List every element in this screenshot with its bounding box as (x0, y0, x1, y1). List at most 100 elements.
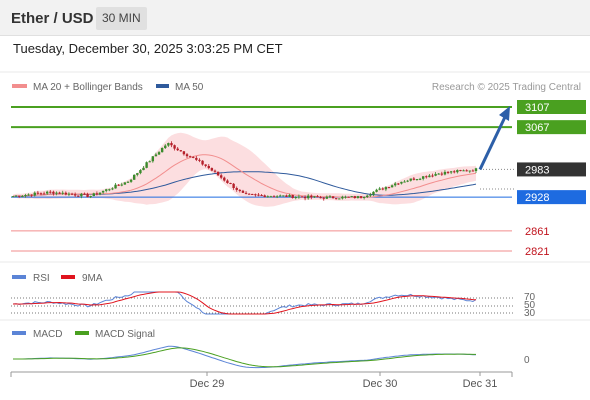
candle (313, 196, 316, 198)
candle (409, 178, 412, 182)
candle (52, 190, 55, 196)
candle (33, 191, 36, 197)
candle (272, 195, 276, 198)
candle (55, 191, 58, 196)
candle (421, 176, 425, 181)
rsi-legend-label: RSI (33, 273, 50, 284)
ma20-legend-swatch (12, 84, 27, 88)
candle (117, 184, 120, 186)
ma50-legend-label: MA 50 (175, 82, 204, 93)
candle (170, 141, 173, 148)
candle (291, 194, 294, 199)
candle (139, 169, 142, 175)
pivot-label: 2928 (525, 192, 549, 204)
candle (359, 195, 363, 199)
candle (61, 190, 64, 195)
candle (254, 193, 257, 197)
candle (307, 193, 310, 200)
candle (111, 187, 114, 191)
bollinger-band-area (13, 132, 476, 207)
candle (310, 194, 313, 200)
candle (372, 191, 375, 197)
candle (260, 193, 263, 197)
candle (353, 195, 357, 199)
candle (179, 149, 182, 152)
ma9-legend-label: 9MA (82, 273, 103, 284)
macd-legend-label: MACD (33, 329, 62, 340)
candle (101, 190, 105, 194)
candle (415, 178, 419, 181)
candle (173, 144, 176, 151)
candle (223, 176, 226, 182)
candle (89, 195, 92, 199)
x-tick-label: Dec 30 (363, 378, 398, 390)
rsi-level-50: 50 (524, 300, 536, 311)
candle (192, 156, 195, 159)
last-price-label: 2983 (525, 164, 549, 176)
candle (412, 177, 416, 181)
candle (27, 193, 30, 196)
candle (247, 193, 251, 195)
support-1-label: 2861 (525, 226, 549, 238)
candle (275, 195, 279, 199)
candle (235, 186, 238, 192)
ma20-legend-label: MA 20 + Bollinger Bands (33, 82, 143, 93)
candle (64, 191, 68, 196)
candle (390, 184, 394, 188)
candle (238, 189, 242, 193)
candle (70, 192, 74, 196)
candle (216, 171, 220, 177)
candle (42, 191, 46, 195)
candle (77, 195, 80, 197)
rsi-level-30: 30 (524, 308, 536, 319)
rsi-level-70: 70 (524, 292, 536, 303)
candle (232, 183, 235, 190)
candle (95, 191, 99, 196)
candle (397, 183, 400, 186)
forecast-arrow-head (499, 106, 510, 121)
candle (185, 153, 189, 159)
candle (279, 194, 282, 197)
candle (369, 192, 372, 198)
resistance-2-label-box (517, 100, 586, 114)
candle (303, 195, 307, 201)
candle (394, 181, 397, 187)
candle (449, 170, 453, 175)
candle (316, 194, 319, 198)
candle (300, 196, 304, 198)
candle (356, 195, 360, 199)
candle (142, 166, 145, 171)
timeframe-selector[interactable]: 30 MIN (96, 7, 147, 30)
macd-signal-legend-swatch (75, 331, 89, 335)
candle (145, 161, 148, 169)
candle (21, 195, 24, 198)
candle (431, 173, 434, 178)
candle (129, 178, 133, 183)
candle (440, 171, 444, 176)
candle (334, 197, 338, 200)
candle (456, 169, 459, 174)
candle (375, 188, 378, 193)
candle (14, 195, 18, 197)
candle (132, 174, 136, 180)
candle (188, 155, 192, 158)
candle (471, 169, 475, 172)
candle (400, 181, 403, 185)
macd-signal-legend-label: MACD Signal (95, 329, 155, 340)
candle (474, 167, 478, 173)
pair-title: Ether / USD (11, 10, 94, 27)
candle (210, 167, 214, 172)
resistance-2-label: 3107 (525, 102, 549, 114)
candle (49, 190, 52, 194)
candle (434, 172, 437, 177)
candle (387, 186, 391, 189)
candle (148, 160, 151, 163)
candle (229, 182, 232, 185)
candle (30, 194, 33, 198)
candle (45, 190, 49, 195)
candle (126, 180, 130, 183)
candle (465, 169, 468, 172)
candle (468, 170, 471, 174)
candle (269, 195, 273, 198)
